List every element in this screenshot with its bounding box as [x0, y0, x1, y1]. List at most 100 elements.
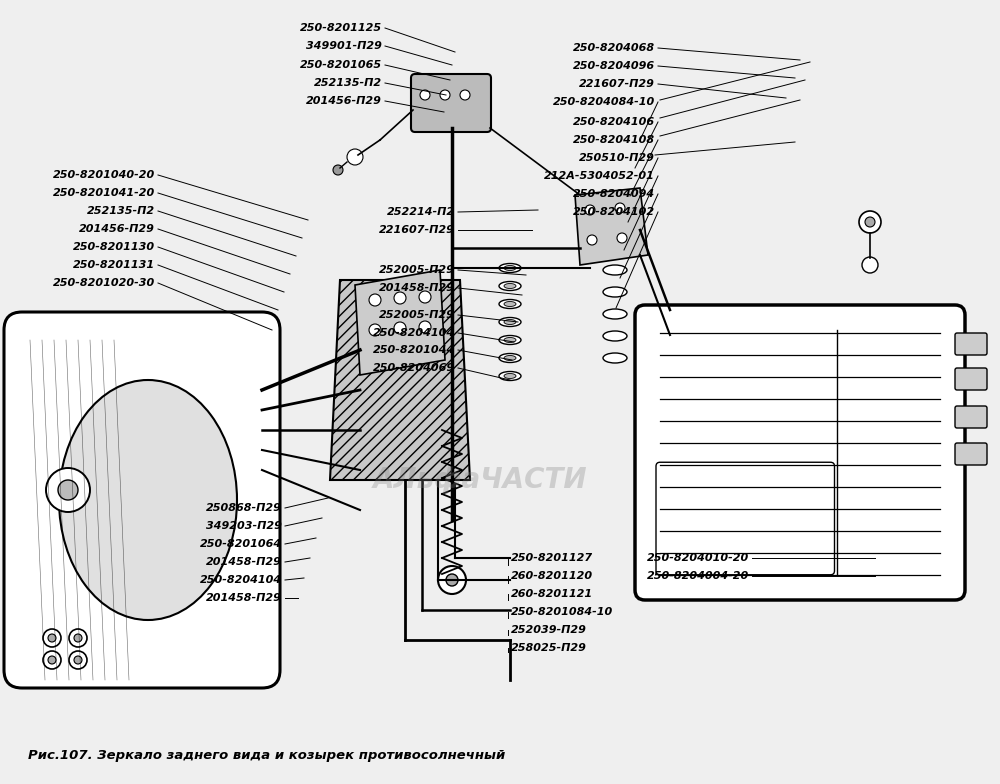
FancyBboxPatch shape [955, 333, 987, 355]
Text: 250-8204106: 250-8204106 [573, 117, 655, 127]
Circle shape [438, 566, 466, 594]
Circle shape [43, 629, 61, 647]
Circle shape [46, 468, 90, 512]
Ellipse shape [504, 355, 516, 361]
Ellipse shape [504, 302, 516, 307]
Circle shape [369, 294, 381, 306]
Text: 250-8204084-10: 250-8204084-10 [553, 97, 655, 107]
Ellipse shape [504, 266, 516, 270]
Text: 250-8201127: 250-8201127 [511, 553, 593, 563]
Text: 252135-П2: 252135-П2 [314, 78, 382, 88]
Circle shape [859, 211, 881, 233]
FancyBboxPatch shape [635, 305, 965, 600]
Circle shape [419, 291, 431, 303]
Text: 252039-П29: 252039-П29 [511, 625, 587, 635]
Text: 250-8204102: 250-8204102 [573, 207, 655, 217]
Text: 349901-П29: 349901-П29 [306, 41, 382, 51]
Ellipse shape [499, 281, 521, 291]
Circle shape [74, 656, 82, 664]
Text: 212А-5304052-01: 212А-5304052-01 [544, 171, 655, 181]
Circle shape [440, 90, 450, 100]
Ellipse shape [504, 320, 516, 325]
Circle shape [48, 656, 56, 664]
Text: 221607-П29: 221607-П29 [379, 225, 455, 235]
Circle shape [333, 165, 343, 175]
Text: 250-8201041-20: 250-8201041-20 [53, 188, 155, 198]
Text: 201458-П29: 201458-П29 [206, 593, 282, 603]
Ellipse shape [603, 309, 627, 319]
Ellipse shape [603, 265, 627, 275]
Text: 260-8201121: 260-8201121 [511, 589, 593, 599]
Circle shape [43, 651, 61, 669]
Circle shape [58, 480, 78, 500]
Circle shape [394, 322, 406, 334]
Circle shape [74, 634, 82, 642]
Ellipse shape [499, 372, 521, 380]
Text: 250-8204004-20: 250-8204004-20 [647, 571, 749, 581]
Text: 250-8201131: 250-8201131 [73, 260, 155, 270]
Circle shape [69, 651, 87, 669]
Text: 260-8201120: 260-8201120 [511, 571, 593, 581]
FancyBboxPatch shape [955, 406, 987, 428]
Text: 250-8201040-20: 250-8201040-20 [53, 170, 155, 180]
FancyBboxPatch shape [955, 443, 987, 465]
Ellipse shape [499, 336, 521, 344]
Text: 201456-П29: 201456-П29 [79, 224, 155, 234]
Ellipse shape [504, 284, 516, 289]
Text: 221607-П29: 221607-П29 [579, 79, 655, 89]
Text: 201458-П29: 201458-П29 [206, 557, 282, 567]
Text: 250-8201020-30: 250-8201020-30 [53, 278, 155, 288]
Text: 250-8204108: 250-8204108 [573, 135, 655, 145]
Text: 258025-П29: 258025-П29 [511, 643, 587, 653]
Text: Рис.107. Зеркало заднего вида и козырек противосолнечный: Рис.107. Зеркало заднего вида и козырек … [28, 749, 505, 761]
FancyBboxPatch shape [656, 463, 834, 575]
Circle shape [394, 292, 406, 304]
Text: 201456-П29: 201456-П29 [306, 96, 382, 106]
FancyBboxPatch shape [4, 312, 280, 688]
Text: 250-8201125: 250-8201125 [300, 23, 382, 33]
Text: 252214-П2: 252214-П2 [387, 207, 455, 217]
Text: 250-8204010-20: 250-8204010-20 [647, 553, 749, 563]
Circle shape [48, 634, 56, 642]
Ellipse shape [499, 263, 521, 273]
Text: 250-8201044: 250-8201044 [373, 345, 455, 355]
Ellipse shape [603, 331, 627, 341]
Text: 250-8204104: 250-8204104 [373, 328, 455, 338]
Text: 250-8204068: 250-8204068 [573, 43, 655, 53]
Circle shape [865, 217, 875, 227]
Ellipse shape [504, 373, 516, 379]
Text: АЛьфаЧАСТИ: АЛьфаЧАСТИ [373, 466, 587, 494]
Text: 201458-П29: 201458-П29 [379, 283, 455, 293]
Circle shape [369, 324, 381, 336]
Polygon shape [355, 270, 445, 375]
Ellipse shape [499, 354, 521, 362]
Text: 252005-П29: 252005-П29 [379, 265, 455, 275]
Ellipse shape [603, 353, 627, 363]
Ellipse shape [59, 380, 237, 620]
Ellipse shape [603, 287, 627, 297]
Text: 250-8201084-10: 250-8201084-10 [511, 607, 613, 617]
Ellipse shape [499, 299, 521, 308]
Ellipse shape [499, 318, 521, 326]
Polygon shape [330, 280, 470, 480]
Circle shape [862, 257, 878, 273]
Circle shape [69, 629, 87, 647]
Text: 250510-П29: 250510-П29 [579, 153, 655, 163]
Circle shape [460, 90, 470, 100]
Text: 250-8204104: 250-8204104 [200, 575, 282, 585]
Circle shape [420, 90, 430, 100]
Text: 250-8201065: 250-8201065 [300, 60, 382, 70]
Polygon shape [575, 188, 648, 265]
Text: 252135-П2: 252135-П2 [87, 206, 155, 216]
FancyBboxPatch shape [955, 368, 987, 390]
Circle shape [419, 321, 431, 333]
Text: 250868-П29: 250868-П29 [206, 503, 282, 513]
Circle shape [617, 233, 627, 243]
Text: 250-8201130: 250-8201130 [73, 242, 155, 252]
Text: 250-8204069: 250-8204069 [373, 363, 455, 373]
Circle shape [587, 235, 597, 245]
Text: 250-8204096: 250-8204096 [573, 61, 655, 71]
Text: 250-8204094: 250-8204094 [573, 189, 655, 199]
Text: 252005-П29: 252005-П29 [379, 310, 455, 320]
FancyBboxPatch shape [411, 74, 491, 132]
